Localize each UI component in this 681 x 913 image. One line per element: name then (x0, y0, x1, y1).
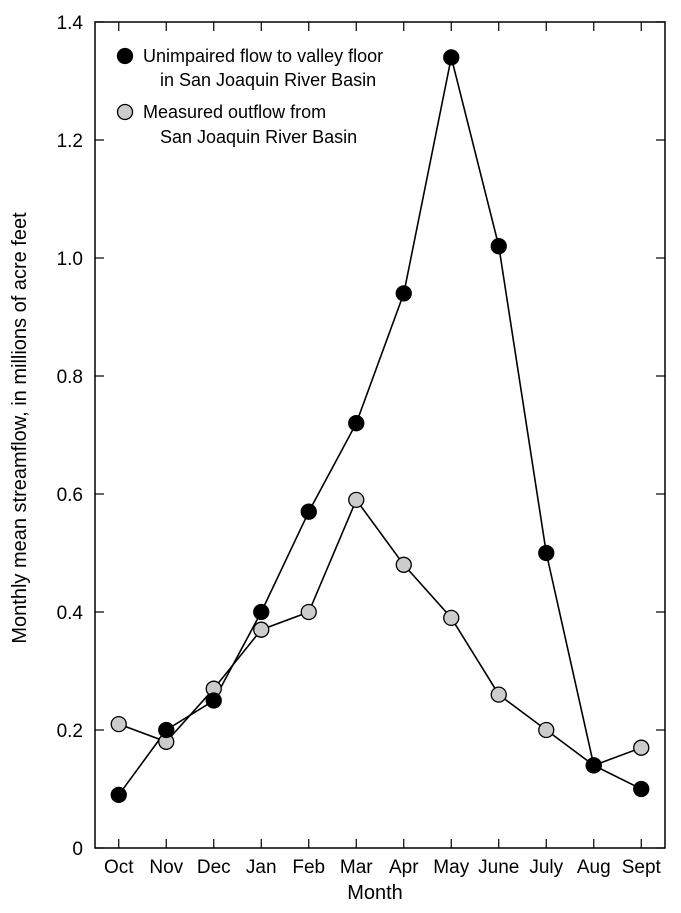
series-1-point (205, 692, 222, 709)
y-axis-label: Monthly mean streamflow, in millions of … (9, 212, 31, 644)
series-1-point (538, 544, 555, 562)
legend: Unimpaired flow to valley floor in San Jo… (116, 46, 383, 147)
plot-area-border (94, 21, 666, 849)
legend-label-1: in San Joaquin River Basin (160, 70, 376, 90)
y-tick-label: 0 (72, 839, 83, 860)
series-2-point (633, 739, 650, 756)
series-2-point (490, 686, 507, 703)
series-1-point (158, 721, 175, 739)
series-2-point (538, 721, 555, 739)
series-1-point (633, 780, 650, 798)
series-1-point (300, 503, 317, 520)
x-tick-label: Dec (197, 857, 231, 878)
x-tick-label: Oct (104, 857, 134, 878)
legend-label-2: San Joaquin River Basin (160, 127, 357, 147)
series-1-point (490, 238, 507, 255)
series-1-point (395, 285, 412, 302)
y-tick-label: 0.4 (57, 603, 84, 624)
x-tick-label: May (433, 857, 469, 878)
series-2-point (300, 603, 317, 621)
series-2-point (348, 491, 365, 509)
x-tick-label: Jan (246, 857, 277, 878)
y-tick-label: 1.0 (57, 249, 83, 270)
x-tick-label: Feb (292, 857, 325, 878)
x-tick-label: June (478, 857, 519, 878)
y-tick-label: 0.6 (57, 485, 83, 506)
series-lines (118, 57, 642, 796)
series-2-point (395, 556, 412, 573)
series-1-point (253, 603, 270, 621)
x-axis-label: Month (347, 882, 403, 904)
series-1-point (110, 786, 127, 804)
x-tick-label: July (529, 857, 563, 878)
x-tick-label: Nov (149, 857, 183, 878)
plot-frame (94, 21, 666, 849)
series-points (110, 49, 650, 804)
series-1-point (348, 415, 365, 432)
legend-marker-2 (116, 103, 134, 121)
axis-ticks (95, 21, 665, 849)
series-2-point (253, 621, 270, 638)
series-line-2 (118, 498, 642, 767)
x-tick-label: Apr (389, 857, 419, 878)
y-tick-label: 1.2 (57, 131, 83, 152)
x-tick-label: Sept (622, 857, 662, 878)
y-tick-label: 0.2 (57, 721, 83, 742)
y-tick-label: 1.4 (57, 13, 84, 34)
series-2-point (110, 715, 127, 733)
legend-marker-1 (116, 47, 134, 65)
series-1-point (585, 757, 602, 774)
y-tick-label: 0.8 (57, 367, 83, 388)
legend-label-1: Unimpaired flow to valley floor (143, 46, 383, 66)
series-2-point (443, 609, 460, 627)
series-line-1 (118, 57, 642, 796)
x-tick-label: Aug (577, 857, 611, 878)
tick-labels: 0 0.2 0.4 0.6 0.8 1.0 1.2 1.4 Oct Nov Dec Jan Feb Mar… (57, 13, 662, 878)
legend-label-2: Measured outflow from (143, 102, 326, 122)
x-tick-label: Mar (340, 857, 373, 878)
series-1-point (443, 49, 460, 66)
